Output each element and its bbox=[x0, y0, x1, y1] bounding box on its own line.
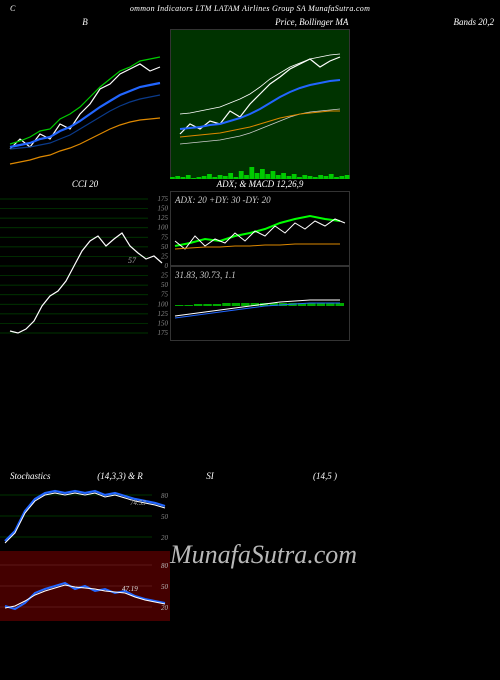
chart-title-adx: ADX; & MACD 12,26,9 bbox=[217, 179, 304, 189]
svg-text:125: 125 bbox=[158, 310, 169, 318]
svg-text:50: 50 bbox=[161, 281, 169, 289]
svg-text:25: 25 bbox=[161, 252, 169, 260]
svg-text:47.19: 47.19 bbox=[122, 585, 138, 593]
chart-stoch: 20 50 80 74.53 bbox=[0, 481, 170, 551]
svg-text:74.53: 74.53 bbox=[130, 499, 146, 507]
chart-top-left: B bbox=[0, 17, 170, 179]
stoch-params: (14,3,3) & R bbox=[97, 471, 143, 481]
svg-macd: 31.83, 30.73, 1.1 bbox=[170, 266, 350, 341]
chart-rsi: 20 50 80 47.19 bbox=[0, 551, 170, 621]
svg-text:75: 75 bbox=[161, 233, 169, 241]
stoch-title: Stochastics bbox=[10, 471, 51, 481]
svg-text:50: 50 bbox=[161, 513, 169, 521]
svg-rsi: 20 50 80 47.19 bbox=[0, 551, 170, 621]
svg-text:100: 100 bbox=[158, 224, 169, 232]
svg-text:175: 175 bbox=[158, 329, 169, 337]
svg-text:20: 20 bbox=[161, 604, 169, 612]
svg-text:100: 100 bbox=[158, 300, 169, 308]
svg-text:0: 0 bbox=[165, 262, 169, 270]
svg-text:75: 75 bbox=[161, 291, 169, 299]
svg-text:20: 20 bbox=[161, 534, 169, 542]
chart-title-price: Price, Bollinger MA bbox=[275, 17, 348, 27]
svg-text:57: 57 bbox=[128, 256, 137, 265]
svg-cci: 175150125100755025025507510012515017557 bbox=[0, 191, 170, 341]
svg-top-right bbox=[170, 29, 350, 179]
header-text: ommon Indicators LTM LATAM Airlines Grou… bbox=[130, 4, 370, 13]
svg-text:150: 150 bbox=[158, 205, 169, 213]
page-header: C ommon Indicators LTM LATAM Airlines Gr… bbox=[0, 0, 500, 17]
svg-text:31.83, 30.73, 1.1: 31.83, 30.73, 1.1 bbox=[174, 270, 236, 280]
chart-title-bands: Bands 20,2 bbox=[454, 17, 495, 27]
svg-top-left bbox=[0, 29, 170, 179]
chart-title-cci: CCI 20 bbox=[72, 179, 98, 189]
chart-adx-macd: ADX; & MACD 12,26,9 ADX: 20 +DY: 30 -DY:… bbox=[170, 179, 350, 341]
svg-text:80: 80 bbox=[161, 492, 169, 500]
rsi-title: SI bbox=[206, 471, 214, 481]
header-prefix: C bbox=[10, 4, 16, 13]
chart-cci: CCI 20 175150125100755025025507510012515… bbox=[0, 179, 170, 341]
rsi-params: (14,5 ) bbox=[313, 471, 337, 481]
svg-text:175: 175 bbox=[158, 195, 169, 203]
svg-text:ADX: 20 +DY: 30 -DY: 20: ADX: 20 +DY: 30 -DY: 20 bbox=[174, 195, 271, 205]
svg-adx: ADX: 20 +DY: 30 -DY: 20 bbox=[170, 191, 350, 266]
svg-text:150: 150 bbox=[158, 319, 169, 327]
chart-title-b: B bbox=[82, 17, 88, 27]
svg-text:25: 25 bbox=[161, 272, 169, 280]
svg-text:50: 50 bbox=[161, 583, 169, 591]
svg-text:50: 50 bbox=[161, 243, 169, 251]
svg-stoch: 20 50 80 74.53 bbox=[0, 481, 170, 551]
spacer bbox=[0, 341, 500, 471]
chart-top-right: Price, Bollinger MA Bands 20,2 bbox=[170, 17, 500, 179]
svg-text:80: 80 bbox=[161, 562, 169, 570]
svg-text:125: 125 bbox=[158, 214, 169, 222]
stoch-rsi-title-row: Stochastics (14,3,3) & R SI (14,5 ) bbox=[0, 471, 500, 481]
